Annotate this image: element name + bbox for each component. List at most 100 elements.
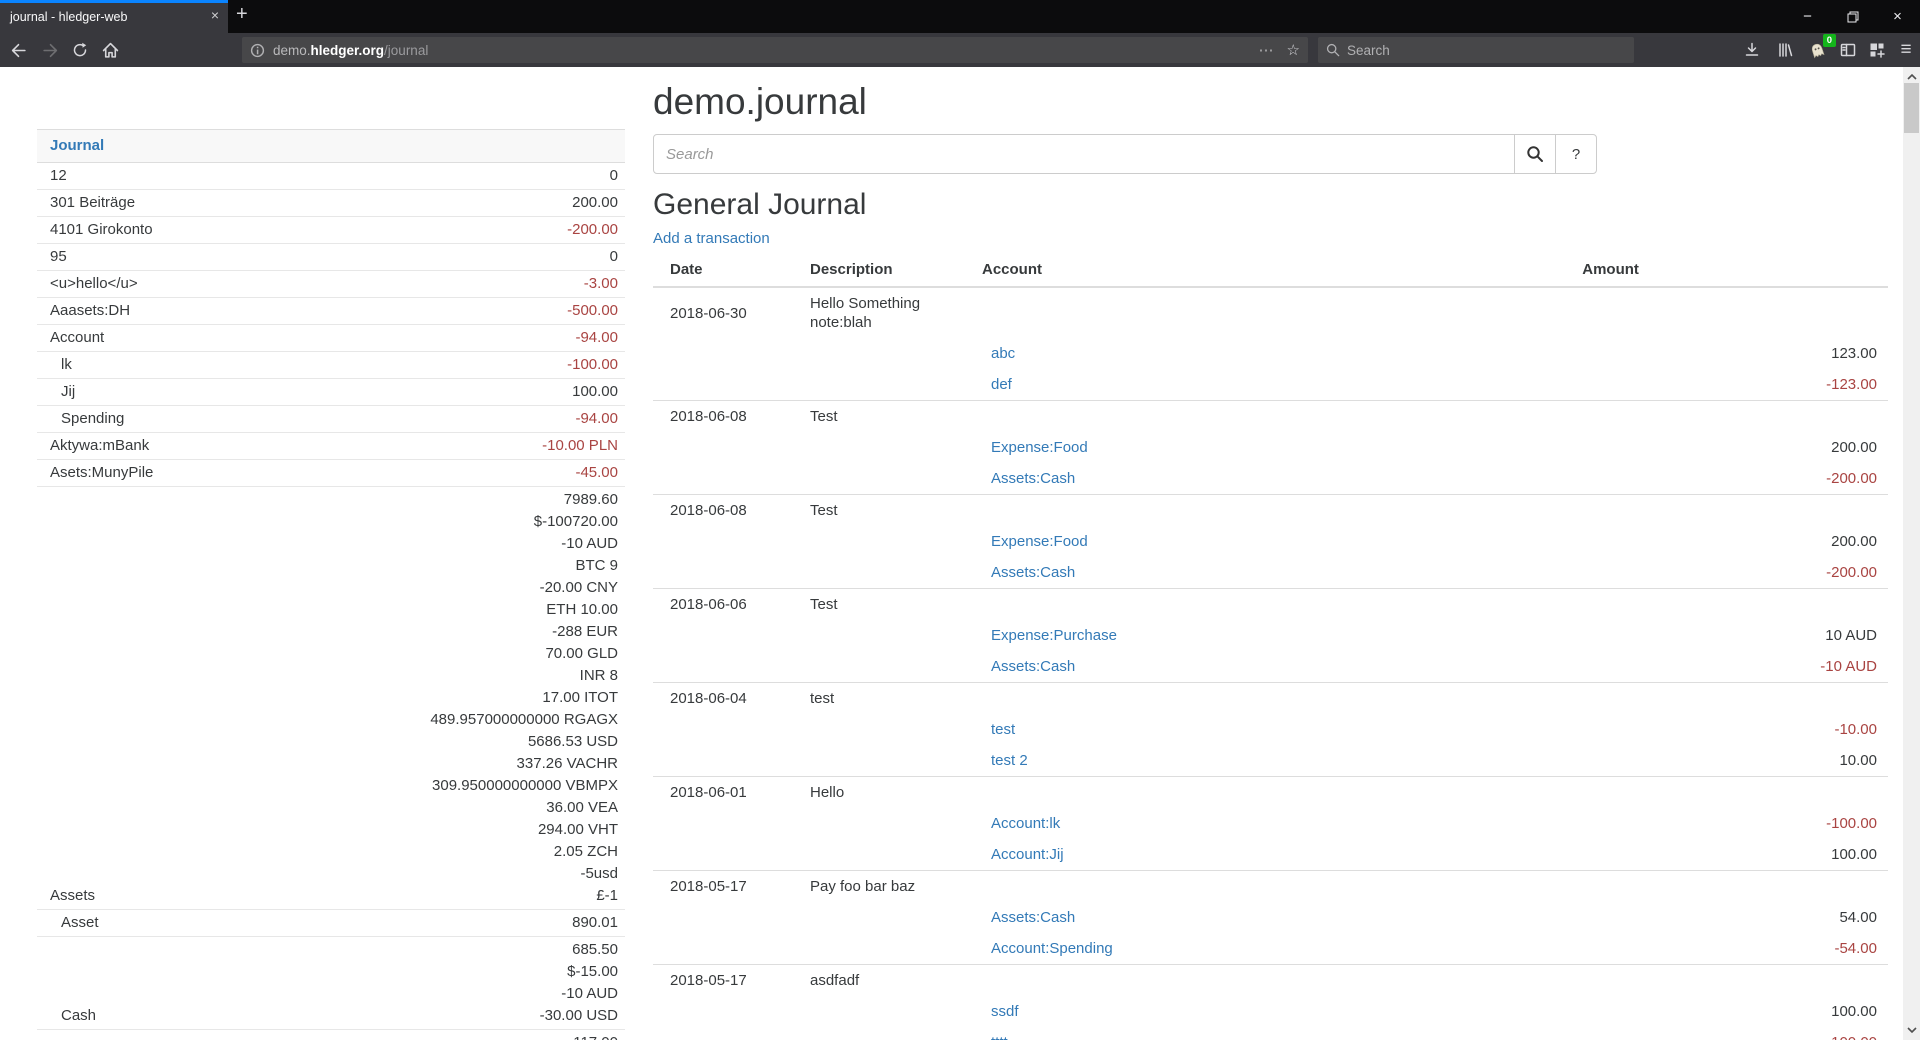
balance-amount: -5usd [580,865,618,882]
journal-table: Date Description Account Amount 2018-06-… [653,253,1888,1040]
transaction-row[interactable]: 2018-06-30 Hello Something note:blah [653,287,1888,338]
back-button[interactable] [6,38,30,62]
sidebar-account-balance: -117.00 [415,1029,625,1040]
search-help-button[interactable]: ? [1555,134,1597,174]
posting-amount: 10 AUD [1825,627,1877,644]
posting-account-link[interactable]: Account:Jij [991,846,1064,863]
sidebar-account-link[interactable]: <u>hello</u> [50,275,138,292]
transaction-row[interactable]: 2018-06-01 Hello [653,776,1888,808]
posting-amount: -100.00 [1826,815,1877,832]
balance-amount: -288 EUR [552,623,618,640]
transaction-row[interactable]: 2018-06-08 Test [653,494,1888,526]
posting-account-link[interactable]: Expense:Food [991,439,1088,456]
sidebar-account-link[interactable]: Asset [61,914,99,931]
page-scrollbar[interactable] [1903,67,1920,1040]
balance-amount: 100.00 [572,383,618,400]
balance-amount: -45.00 [575,464,618,481]
posting-row: abc 123.00 [653,338,1888,369]
new-tab-button[interactable]: + [236,3,248,25]
sidebar-toggle-button[interactable] [1836,38,1860,62]
sidebar-account-link[interactable]: 12 [50,167,67,184]
posting-amount: -10.00 [1834,721,1877,738]
balance-amount: INR 8 [579,667,618,684]
journal-link[interactable]: Journal [50,137,105,154]
sidebar-account-link[interactable]: Account [50,329,105,346]
site-info-icon[interactable] [250,43,265,58]
bookmark-star-icon[interactable]: ☆ [1286,42,1300,59]
sidebar-account-link[interactable]: 301 Beiträge [50,194,136,211]
sidebar-account-balance: 0 [415,162,625,190]
posting-account-link[interactable]: Assets:Cash [991,909,1076,926]
transaction-row[interactable]: 2018-05-17 asdfadf [653,964,1888,996]
browser-tab[interactable]: journal - hledger-web × [0,0,228,33]
posting-account-link[interactable]: abc [991,345,1016,362]
balance-amount: ETH 10.00 [546,601,618,618]
transaction-row[interactable]: 2018-06-04 test [653,682,1888,714]
posting-account-link[interactable]: test [991,721,1016,738]
posting-account-link[interactable]: ssdf [991,1003,1019,1020]
sidebar-account-balance: 0 [415,243,625,271]
sidebar-account-link[interactable]: Assets [50,887,96,904]
close-window-button[interactable]: × [1893,8,1902,25]
balance-amount: 36.00 VEA [546,799,618,816]
restore-button[interactable] [1830,0,1875,33]
sidebar-account-link[interactable]: Asets:MunyPile [50,464,154,481]
journal-search-input[interactable] [653,134,1515,174]
sidebar-account-link[interactable]: Aaasets:DH [50,302,131,319]
minimize-button[interactable]: − [1803,8,1812,25]
scrollbar-thumb[interactable] [1904,83,1919,133]
sidebar-account-link[interactable]: Aktywa:mBank [50,437,150,454]
transaction-row[interactable]: 2018-06-06 Test [653,588,1888,620]
sidebar-account-link[interactable]: 95 [50,248,67,265]
posting-account-link[interactable]: test 2 [991,752,1028,769]
posting-account-link[interactable]: Assets:Cash [991,470,1076,487]
balance-amount: 5686.53 USD [527,733,618,750]
posting-account-link[interactable]: Account:Spending [991,940,1113,957]
browser-titlebar: journal - hledger-web × + − × [0,0,1920,33]
close-tab-icon[interactable]: × [210,7,219,23]
sidebar-account-row: <u>hello</u> -3.00 [37,270,625,298]
reload-button[interactable] [68,38,92,62]
forward-button[interactable] [38,38,62,62]
home-button[interactable] [98,38,122,62]
sidebar-account-balance: -94.00 [415,324,625,352]
col-amount: Amount [1574,253,1888,288]
sidebar-account-balance: -100.00 [415,351,625,379]
sidebar-account-link[interactable]: Cash [61,1007,97,1024]
balance-amount: -94.00 [575,410,618,427]
posting-account-link[interactable]: Account:lk [991,815,1061,832]
posting-row: Account:Jij 100.00 [653,839,1888,871]
posting-account-link[interactable]: Expense:Food [991,533,1088,550]
grid-plus-button[interactable] [1865,38,1889,62]
library-button[interactable] [1773,38,1797,62]
transaction-row[interactable]: 2018-05-17 Pay foo bar baz [653,870,1888,902]
extension-badge: 0 [1822,34,1836,47]
menu-button[interactable]: ≡ [1900,39,1912,60]
sidebar-account-link[interactable]: lk [61,356,72,373]
toolbar-search[interactable]: Search [1318,37,1634,63]
page-actions-icon[interactable]: ⋯ [1258,42,1275,59]
posting-amount: 200.00 [1831,439,1877,456]
balance-amount: -10 AUD [561,535,618,552]
posting-account-link[interactable]: def [991,376,1012,393]
balance-amount: 2.05 ZCH [553,843,618,860]
search-submit-button[interactable] [1514,134,1556,174]
posting-account-link[interactable]: tttt [991,1034,1008,1040]
downloads-button[interactable] [1740,38,1764,62]
add-transaction-link[interactable]: Add a transaction [653,230,770,247]
transaction-date: 2018-06-30 [670,304,747,322]
posting-account-link[interactable]: Assets:Cash [991,658,1076,675]
scroll-down-icon[interactable] [1903,1023,1920,1037]
sidebar-account-link[interactable]: 4101 Girokonto [50,221,153,238]
balance-amount: -200.00 [567,221,618,238]
posting-amount: 123.00 [1831,345,1877,362]
posting-account-link[interactable]: Expense:Purchase [991,627,1117,644]
extension-button[interactable]: 0 [1805,34,1836,62]
url-bar[interactable]: demo. hledger.org/journal ⋯ ☆ [242,37,1308,63]
balance-amount: 309.950000000000 VBMPX [432,777,618,794]
transaction-row[interactable]: 2018-06-08 Test [653,400,1888,432]
sidebar-account-link[interactable]: Jij [61,383,76,400]
scroll-up-icon[interactable] [1903,70,1920,84]
sidebar-account-link[interactable]: Spending [61,410,125,427]
posting-account-link[interactable]: Assets:Cash [991,564,1076,581]
